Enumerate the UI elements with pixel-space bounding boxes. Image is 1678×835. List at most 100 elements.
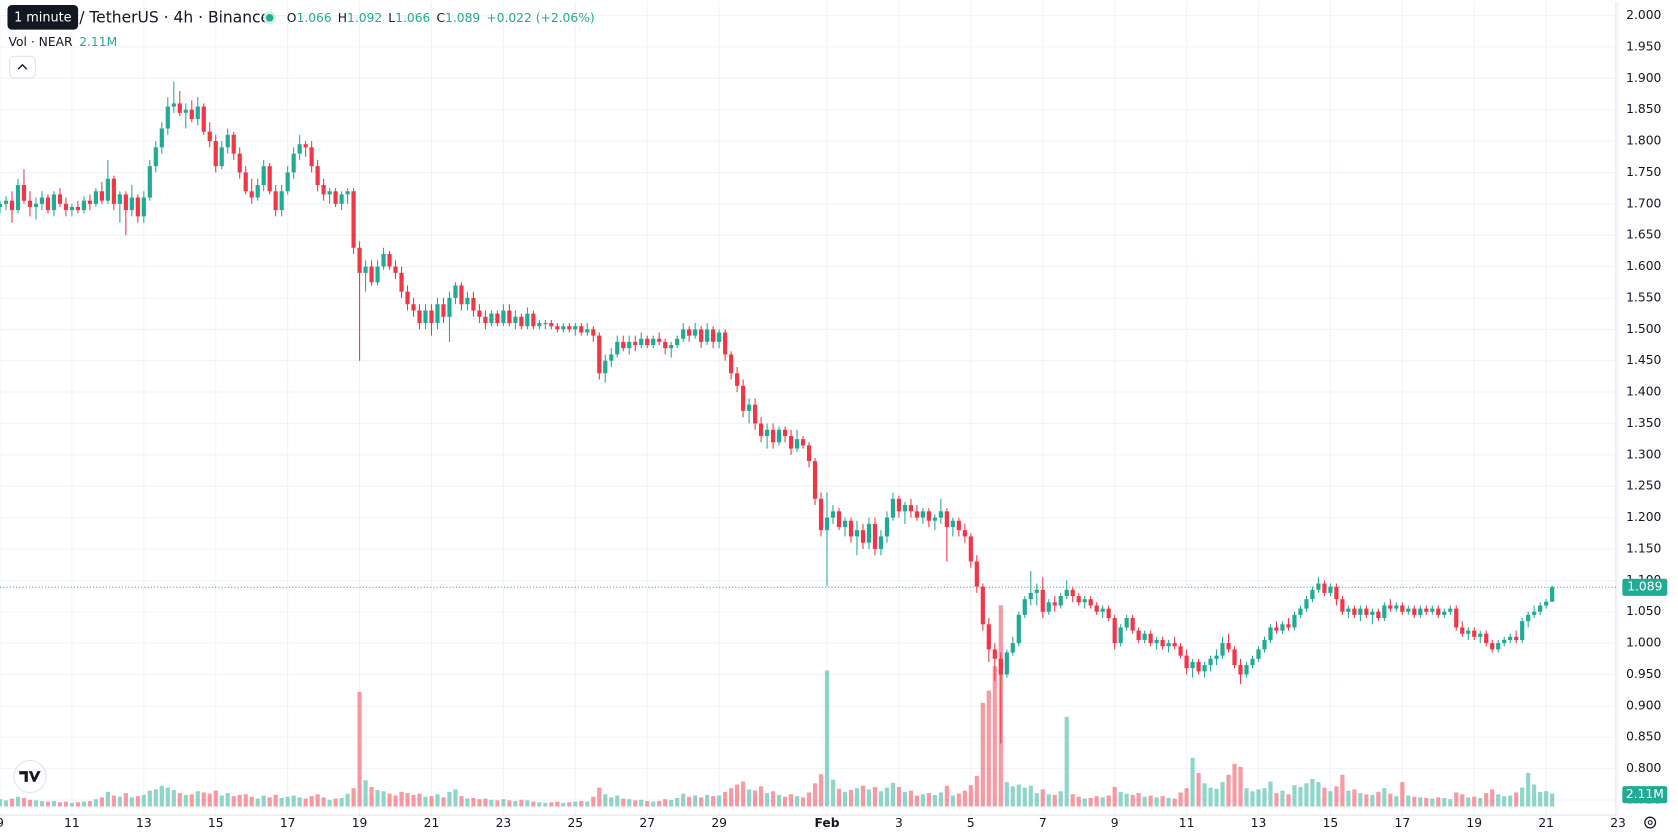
candle-body — [1142, 633, 1147, 640]
volume-bar — [800, 797, 806, 807]
volume-bar — [711, 796, 716, 807]
volume-bar — [1220, 782, 1225, 807]
candle-body — [1430, 608, 1435, 612]
volume-bar — [1424, 797, 1429, 807]
volume-bar — [459, 796, 464, 807]
volume-bar — [1178, 792, 1183, 807]
volume-bar — [561, 802, 566, 807]
logo-badge[interactable] — [13, 759, 47, 794]
candle-body — [597, 335, 602, 374]
symbol-title[interactable]: / TetherUS · 4h · Binance — [79, 8, 270, 26]
volume-bar — [495, 800, 500, 807]
y-tick-label: 0.850 — [1626, 730, 1661, 744]
candle-body — [1058, 596, 1063, 606]
candle-body — [249, 191, 254, 198]
collapse-button[interactable] — [9, 55, 36, 79]
volume-bar — [770, 791, 776, 807]
candle-body — [788, 436, 794, 449]
volume-title[interactable]: Vol · NEAR — [9, 35, 74, 49]
volume-bar — [896, 786, 902, 807]
candle-body — [261, 166, 266, 185]
candle-body — [243, 172, 248, 192]
volume-bar — [135, 796, 140, 807]
volume-bar — [213, 790, 218, 807]
y-tick-label: 1.050 — [1626, 604, 1661, 618]
volume-bar — [1010, 786, 1015, 807]
volume-bar — [39, 801, 45, 807]
volume-bar — [1544, 791, 1549, 807]
volume-bar — [1418, 797, 1423, 807]
candle-body — [15, 184, 21, 211]
candle-body — [782, 429, 788, 437]
volume-bar — [1088, 797, 1093, 807]
candle-body — [1112, 618, 1117, 644]
volume-bar — [1190, 757, 1195, 807]
volume-bar — [1028, 785, 1033, 807]
volume-bar — [261, 795, 266, 807]
candle-body — [962, 530, 967, 537]
y-tick-label: 1.550 — [1626, 290, 1661, 304]
candle-body — [531, 313, 536, 327]
candle-body — [896, 498, 902, 512]
volume-bar — [735, 784, 740, 807]
volume-bar — [1310, 779, 1315, 807]
close-value: 1.089 — [445, 10, 480, 24]
candle-body — [1370, 611, 1375, 615]
candle-body — [1028, 592, 1033, 600]
y-tick-label: 1.600 — [1626, 259, 1661, 273]
volume-bar — [1454, 792, 1459, 807]
volume-bar — [441, 797, 446, 807]
candle-body — [615, 341, 620, 355]
candle-body — [1448, 608, 1453, 612]
candle-body — [423, 310, 428, 324]
volume-bar — [609, 797, 614, 807]
settings-icon[interactable] — [1644, 816, 1657, 829]
x-tick-label: 9 — [0, 816, 4, 830]
candle-body — [693, 329, 698, 336]
candle-body — [87, 200, 92, 204]
candle-body — [1508, 636, 1513, 640]
candle-body — [1202, 665, 1207, 672]
candle-body — [183, 109, 188, 113]
volume-bar — [99, 797, 104, 807]
volume-bar — [1472, 796, 1477, 807]
volume-bar — [920, 794, 925, 807]
volume-bar — [1208, 787, 1213, 807]
candle-body — [603, 360, 608, 374]
volume-bar — [968, 785, 973, 807]
y-tick-label: 1.950 — [1626, 39, 1661, 53]
candle-body — [441, 304, 446, 317]
candle-body — [926, 511, 931, 521]
y-tick-label: 1.450 — [1626, 353, 1661, 367]
last-volume-tag — [1622, 786, 1668, 804]
candle-body — [591, 329, 596, 336]
candle-body — [1358, 608, 1363, 615]
candle-body — [842, 520, 848, 528]
volume-bar — [147, 790, 152, 807]
volume-bar — [1382, 788, 1387, 807]
volume-bar — [1508, 795, 1513, 807]
volume-bar — [75, 802, 81, 807]
x-tick-label: 21 — [1538, 816, 1554, 830]
candle-body — [980, 586, 985, 625]
candle-body — [705, 329, 710, 342]
candle-body — [1400, 605, 1405, 612]
volume-bar — [303, 798, 308, 807]
volume-bar — [866, 789, 872, 807]
x-tick-label: 15 — [208, 816, 224, 830]
volume-bar — [621, 798, 626, 807]
candle-body — [585, 329, 590, 333]
candle-body — [1130, 618, 1135, 631]
x-tick-label: 25 — [567, 816, 583, 830]
volume-bar — [1406, 795, 1411, 807]
last-volume-tag-text: 2.11M — [1626, 787, 1664, 801]
candle-body — [435, 304, 440, 324]
candle-body — [579, 326, 584, 333]
volume-bar — [1346, 790, 1351, 807]
y-tick-label: 1.850 — [1626, 102, 1661, 116]
volume-bar — [1124, 793, 1129, 807]
y-tick-label: 1.500 — [1626, 322, 1661, 336]
volume-bar — [992, 666, 997, 807]
candle-body — [723, 332, 728, 355]
